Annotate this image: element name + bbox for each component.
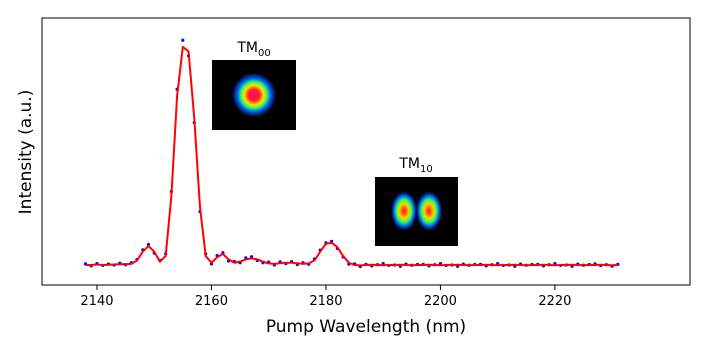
x-tick-label: 2220 [538, 294, 571, 309]
annotation: TM10 [398, 156, 432, 175]
x-axis-label: Pump Wavelength (nm) [266, 317, 466, 337]
inset-tm00 [212, 60, 296, 130]
x-tick-label: 2140 [80, 294, 113, 309]
plot-frame [41, 17, 691, 286]
mode-spot [232, 73, 276, 117]
y-axis-label: Intensity (a.u.) [16, 90, 36, 215]
annotation-subscript: 10 [420, 164, 433, 175]
data-point [181, 38, 185, 42]
data-point [146, 242, 151, 247]
x-tick-label: 2180 [309, 294, 342, 309]
annotation-subscript: 00 [258, 48, 271, 59]
mode-lobe [415, 190, 443, 232]
x-tick-label: 2200 [424, 294, 457, 309]
mode-lobe [390, 190, 418, 232]
inset-tm10 [375, 177, 458, 246]
marks [83, 38, 620, 269]
fit-line [85, 45, 618, 267]
x-tick-label: 2160 [195, 294, 228, 309]
annotation-text: TM [398, 156, 420, 172]
annotation: TM00 [236, 40, 270, 59]
annotation-text: TM [236, 40, 258, 56]
